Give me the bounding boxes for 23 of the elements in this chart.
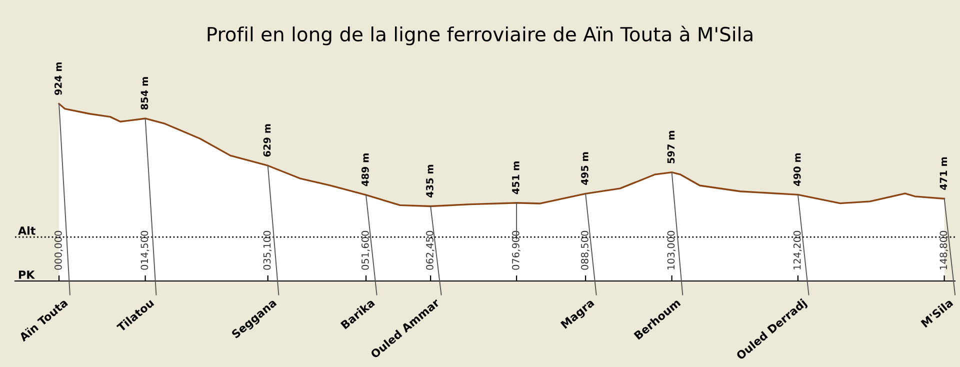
data-label: 495 m xyxy=(581,152,588,185)
x-tick-label: 051,600 xyxy=(361,230,370,270)
data-label: 471 m xyxy=(940,157,947,190)
data-label: 854 m xyxy=(140,77,148,110)
x-tick-label: 088,500 xyxy=(581,230,590,270)
x-tick-label: 124,200 xyxy=(793,230,802,270)
data-label: 597 m xyxy=(667,130,675,164)
data-label: 629 m xyxy=(263,124,271,157)
chart-title: Profil en long de la ligne ferroviaire de Aïn Touta à M'Sila xyxy=(208,26,752,46)
data-label: 435 m xyxy=(426,164,434,198)
x-tick-label: 076,900 xyxy=(512,230,520,270)
ref-line-label: Alt xyxy=(18,226,36,235)
data-label: 490 m xyxy=(793,153,801,186)
data-label: 924 m xyxy=(54,62,62,95)
data-label: 489 m xyxy=(361,154,369,186)
data-label: 451 m xyxy=(512,162,520,194)
x-tick-label: 103,000 xyxy=(667,230,676,270)
x-tick-label: 062,450 xyxy=(426,230,434,270)
x-tick-label: 148,800 xyxy=(940,230,948,270)
x-tick-label: 014,500 xyxy=(140,230,150,270)
x-axis-title: PK xyxy=(18,270,36,279)
x-tick-label: 035,100 xyxy=(263,230,272,270)
x-tick-label: 000,000 xyxy=(54,230,63,270)
